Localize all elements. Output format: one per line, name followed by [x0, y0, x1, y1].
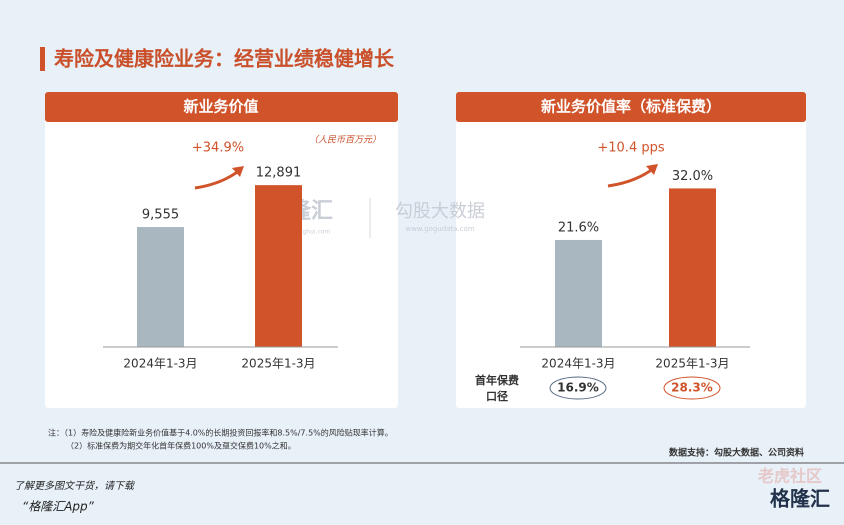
footer-text: “格隆汇App” — [22, 500, 95, 514]
note: （2）标准保费为期交年化首年保费100%及趸交保费10%之和。 — [66, 441, 296, 451]
bar — [137, 227, 184, 347]
panel — [45, 92, 398, 408]
basis-value: 28.3% — [671, 381, 713, 395]
value-label: 32.0% — [672, 169, 713, 184]
note: 注：（1）寿险及健康险新业务价值基于4.0%的长期投资回报率和8.5%/7.5%… — [48, 428, 393, 438]
arrow-head — [232, 166, 244, 177]
x-tick-label: 2025年1-3月 — [655, 357, 729, 371]
brand-logo: 格隆汇 — [770, 487, 830, 511]
bar — [255, 185, 302, 347]
unit-label: （人民币百万元） — [309, 135, 381, 146]
footer-text: 了解更多图文干货，请下载 — [14, 480, 136, 492]
basis-label: 口径 — [486, 389, 508, 403]
page-title: 寿险及健康险业务：经营业绩稳健增长 — [54, 47, 395, 71]
community-logo: 老虎社区 — [757, 467, 822, 486]
growth-annotation: +34.9% — [192, 141, 244, 156]
basis-label: 首年保费 — [475, 373, 519, 387]
growth-annotation: +10.4 pps — [597, 141, 664, 156]
x-tick-label: 2024年1-3月 — [123, 357, 197, 371]
bar — [555, 239, 602, 347]
source: 数据支持：勾股大数据、公司资料 — [669, 447, 804, 459]
panel — [456, 92, 806, 408]
basis-value: 16.9% — [557, 381, 599, 395]
x-tick-label: 2024年1-3月 — [541, 357, 615, 371]
chart-title: 新业务价值 — [183, 98, 258, 116]
chart-title: 新业务价值率（标准保费） — [541, 98, 721, 116]
watermark: www.gogudata.com — [405, 225, 474, 233]
arrow-head — [646, 164, 658, 175]
panel-header — [456, 92, 806, 122]
value-label: 12,891 — [256, 166, 302, 181]
value-label: 9,555 — [142, 208, 179, 223]
title-bar — [40, 47, 45, 71]
x-tick-label: 2025年1-3月 — [241, 357, 315, 371]
panel-header — [45, 92, 398, 122]
basis-oval — [549, 376, 607, 400]
bar — [669, 188, 716, 347]
watermark: 勾股大数据 — [395, 201, 485, 222]
value-label: 21.6% — [558, 220, 599, 235]
basis-oval — [663, 376, 721, 400]
